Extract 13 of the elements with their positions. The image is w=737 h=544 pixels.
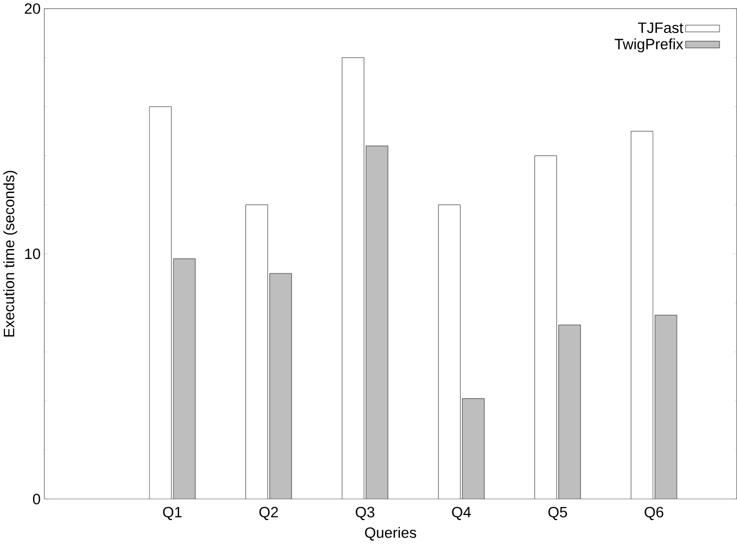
x-tick-label: Q3 [356, 506, 374, 520]
x-tick-label: Q4 [452, 506, 471, 520]
x-tick-label: Q6 [644, 506, 664, 520]
y-axis-title: Execution time (seconds) [3, 170, 18, 337]
x-axis-title: Queries [365, 526, 416, 541]
legend-label: TJFast [638, 22, 684, 34]
x-tick-label: Q1 [163, 506, 182, 520]
x-tick-label: Q5 [548, 506, 567, 520]
y-tick-label: 0 [32, 494, 40, 504]
y-tick-label: 10 [25, 248, 40, 260]
legend-label: TwigPrefix [614, 38, 684, 52]
x-tick-label: Q2 [259, 506, 278, 520]
y-tick-label: 20 [24, 3, 40, 14]
